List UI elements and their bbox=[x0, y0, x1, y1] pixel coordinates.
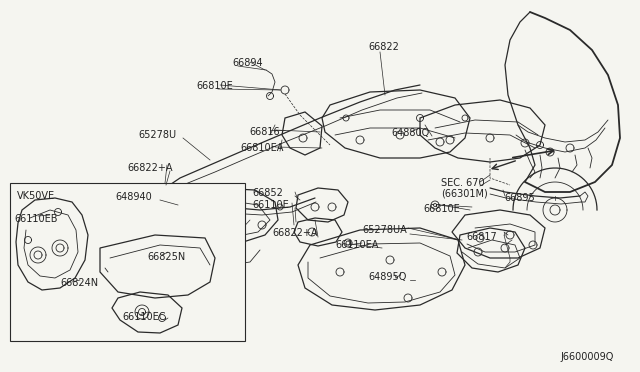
Text: 66824N: 66824N bbox=[60, 278, 98, 288]
Text: 66810EA: 66810EA bbox=[240, 143, 284, 153]
Text: 66816: 66816 bbox=[249, 127, 280, 137]
Text: 65278U: 65278U bbox=[138, 130, 176, 140]
Bar bbox=[10, 183, 245, 341]
Text: VK50VE: VK50VE bbox=[17, 191, 55, 201]
Text: 66817: 66817 bbox=[466, 232, 497, 242]
Text: 66810E: 66810E bbox=[423, 204, 460, 214]
Text: 66852: 66852 bbox=[252, 188, 283, 198]
Text: 64895Q: 64895Q bbox=[368, 272, 406, 282]
Text: 66822+A: 66822+A bbox=[127, 163, 173, 173]
Text: 66110EA: 66110EA bbox=[335, 240, 378, 250]
Text: 65278UA: 65278UA bbox=[362, 225, 407, 235]
Text: 66822+A: 66822+A bbox=[272, 228, 317, 238]
Text: 66810E: 66810E bbox=[196, 81, 233, 91]
Text: 66825N: 66825N bbox=[147, 252, 185, 262]
Text: J6600009Q: J6600009Q bbox=[560, 352, 613, 362]
Text: 66822: 66822 bbox=[368, 42, 399, 52]
Text: 66110EB: 66110EB bbox=[14, 214, 58, 224]
Text: 66110E: 66110E bbox=[252, 200, 289, 210]
Text: (66301M): (66301M) bbox=[441, 189, 488, 199]
Text: 64880Q: 64880Q bbox=[391, 128, 429, 138]
Text: SEC. 670: SEC. 670 bbox=[441, 178, 484, 188]
Text: 66110EC: 66110EC bbox=[122, 312, 166, 322]
Text: 66894: 66894 bbox=[232, 58, 262, 68]
Text: 66895: 66895 bbox=[504, 193, 535, 203]
Text: 648940: 648940 bbox=[115, 192, 152, 202]
